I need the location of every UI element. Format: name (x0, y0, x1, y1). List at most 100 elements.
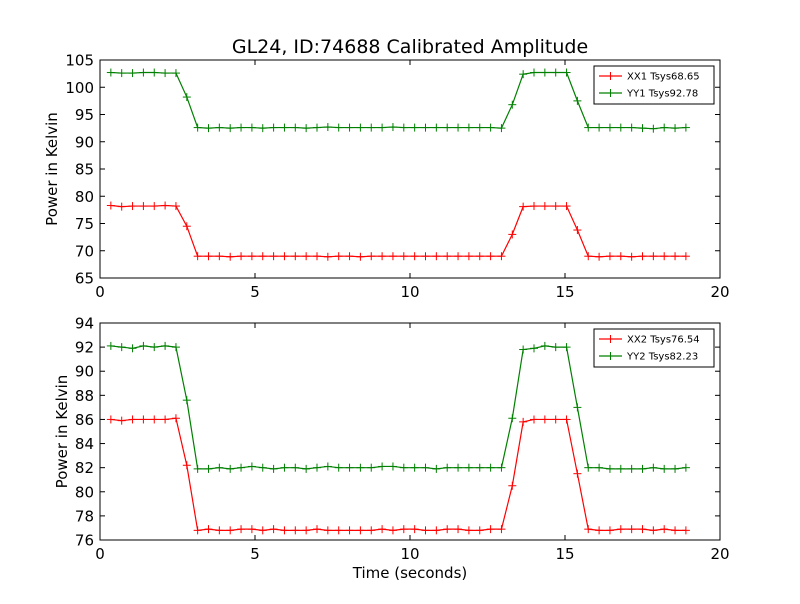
data-point (378, 462, 387, 471)
data-point (475, 123, 484, 132)
data-point (356, 252, 365, 261)
data-point (150, 415, 159, 424)
data-point (313, 123, 321, 132)
data-point (540, 68, 549, 77)
data-point (226, 464, 235, 473)
y-axis-label: Power in Kelvin (53, 375, 71, 489)
data-point (519, 417, 528, 426)
x-tick-label: 20 (710, 545, 729, 563)
data-point (117, 69, 126, 78)
data-point (226, 252, 235, 261)
data-point (497, 252, 506, 261)
data-point (595, 526, 604, 535)
data-point (519, 202, 528, 211)
data-point (464, 252, 473, 261)
data-point (573, 469, 582, 478)
data-point (269, 525, 278, 534)
data-point (106, 341, 115, 350)
data-point (638, 252, 647, 261)
data-point (562, 343, 571, 352)
data-point (367, 252, 376, 261)
data-point (182, 461, 191, 470)
data-point (508, 100, 517, 109)
data-point (443, 123, 452, 132)
data-point (475, 526, 484, 535)
data-point (551, 68, 560, 77)
data-point (595, 463, 604, 472)
data-point (237, 123, 246, 132)
x-tick-label: 10 (400, 283, 419, 301)
data-point (247, 525, 256, 534)
data-point (410, 123, 419, 132)
data-point (302, 526, 311, 535)
data-point (508, 230, 517, 239)
data-point (182, 222, 191, 231)
data-point (399, 463, 408, 472)
data-point (193, 123, 202, 132)
data-point (573, 96, 582, 105)
data-point (421, 252, 430, 261)
legend: XX2 Tsys76.54 YY2 Tsys82.23 (593, 328, 715, 368)
data-point (139, 202, 148, 211)
data-point (378, 252, 387, 261)
data-point (627, 525, 636, 534)
data-point (367, 123, 376, 132)
data-point (681, 463, 690, 472)
data-point (150, 68, 159, 77)
data-point (627, 464, 636, 473)
top-panel: 0 5 10 15 20 65 70 75 80 85 90 95 100 105 Power in Kel… (43, 52, 730, 302)
y-axis-label: Power in Kelvin (43, 112, 61, 226)
data-point (681, 526, 690, 535)
data-point (128, 69, 137, 78)
data-point (117, 202, 126, 211)
data-point (291, 252, 300, 261)
data-point (497, 525, 506, 534)
data-point (378, 123, 387, 132)
data-point (530, 202, 538, 211)
x-tick-label: 10 (400, 545, 419, 563)
data-point (388, 123, 397, 132)
plot-area (106, 68, 690, 261)
data-point (421, 123, 430, 132)
data-point (638, 525, 647, 534)
data-point (182, 93, 191, 102)
x-tick-label: 0 (95, 545, 105, 563)
data-point (497, 124, 506, 133)
data-point (139, 415, 148, 424)
data-point (627, 252, 636, 261)
data-point (161, 201, 170, 210)
data-point (649, 124, 658, 133)
data-point (562, 202, 571, 211)
data-point (486, 252, 495, 261)
data-point (258, 252, 267, 261)
data-point (215, 252, 224, 261)
data-point (616, 252, 625, 261)
data-point (605, 123, 614, 132)
data-point (649, 252, 658, 261)
data-point (638, 124, 647, 133)
data-point (475, 463, 484, 472)
data-point (584, 252, 593, 261)
y-tick-label: 76 (75, 532, 94, 550)
data-point (106, 201, 115, 210)
data-point (410, 252, 419, 261)
data-point (269, 123, 278, 132)
data-point (519, 70, 528, 79)
data-point (128, 344, 137, 353)
data-point (117, 343, 126, 352)
y-tick-label: 92 (75, 339, 94, 357)
data-point (291, 123, 300, 132)
data-point (605, 526, 614, 535)
data-point (280, 123, 289, 132)
data-point (432, 252, 441, 261)
data-point (139, 68, 148, 77)
data-point (204, 464, 213, 473)
y-tick-label: 100 (65, 79, 94, 97)
data-point (204, 525, 213, 534)
data-point (367, 526, 376, 535)
data-point (519, 345, 528, 354)
data-point (345, 123, 354, 132)
data-point (171, 202, 180, 211)
y-tick-label: 88 (75, 387, 94, 405)
data-point (182, 396, 191, 405)
